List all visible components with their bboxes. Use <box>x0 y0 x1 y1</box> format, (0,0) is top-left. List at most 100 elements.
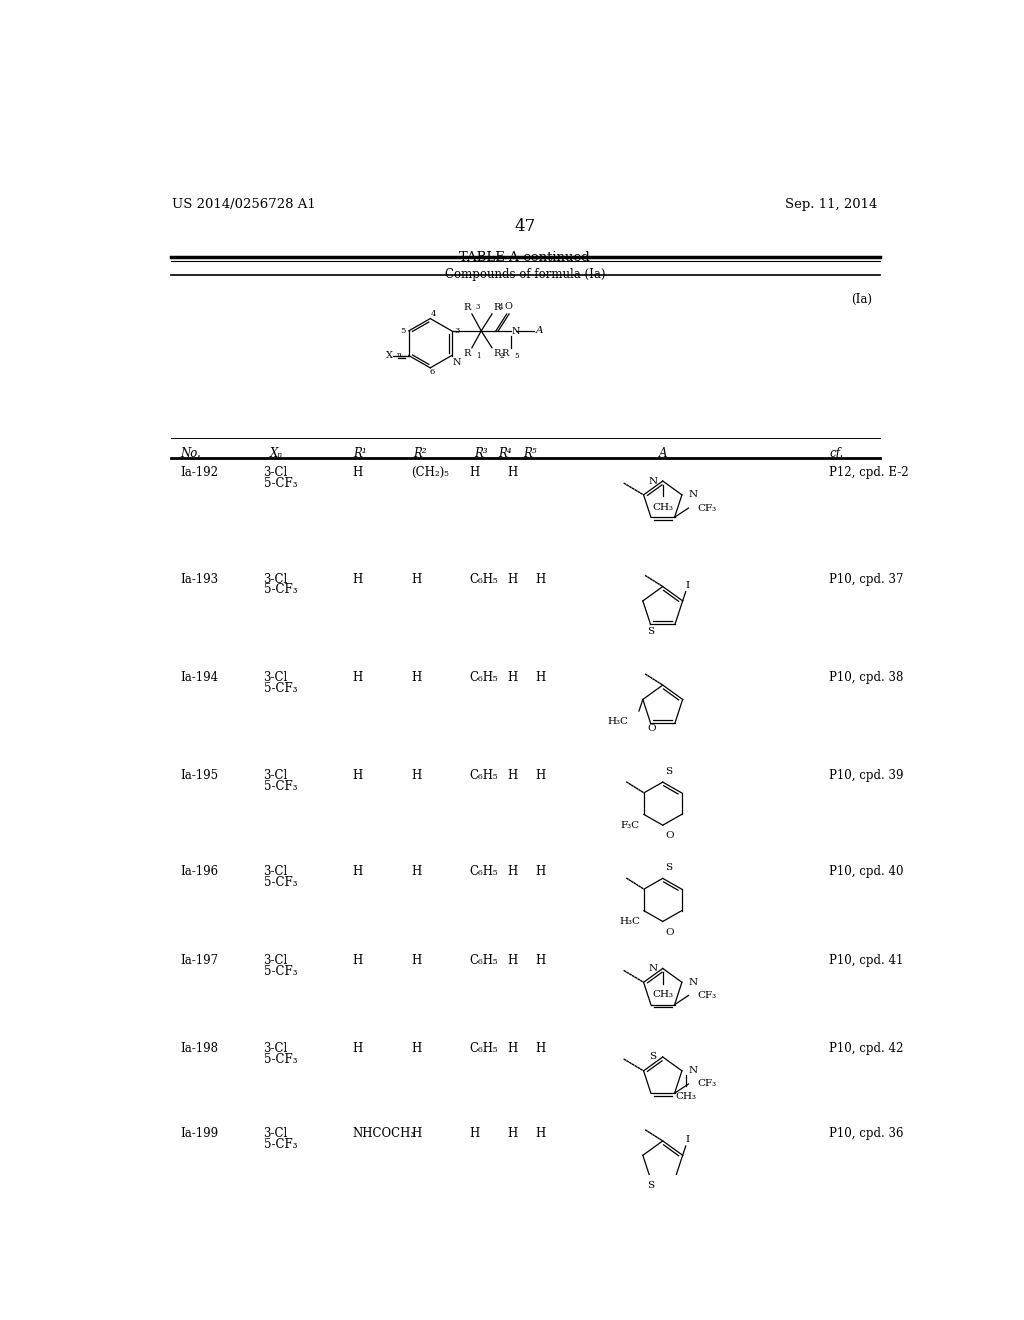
Text: R: R <box>463 304 470 313</box>
Text: P10, cpd. 39: P10, cpd. 39 <box>829 770 904 781</box>
Text: CF₃: CF₃ <box>697 1080 717 1089</box>
Text: CH₃: CH₃ <box>652 990 673 999</box>
Text: 3: 3 <box>455 327 460 335</box>
Text: P10, cpd. 41: P10, cpd. 41 <box>829 954 904 966</box>
Text: 3-Cl: 3-Cl <box>263 770 288 781</box>
Text: Xₙ: Xₙ <box>270 447 283 461</box>
Text: 5-CF₃: 5-CF₃ <box>263 583 297 597</box>
Text: H: H <box>508 866 518 878</box>
Text: CF₃: CF₃ <box>697 991 717 1001</box>
Text: 3-Cl: 3-Cl <box>263 1043 288 1056</box>
Text: 4: 4 <box>499 302 504 312</box>
Text: 3-Cl: 3-Cl <box>263 1127 288 1140</box>
Text: O: O <box>505 302 512 312</box>
Text: H: H <box>411 1127 421 1140</box>
Text: n: n <box>397 351 401 359</box>
Text: P10, cpd. 36: P10, cpd. 36 <box>829 1127 904 1140</box>
Text: H: H <box>535 671 545 684</box>
Text: X: X <box>386 351 393 360</box>
Text: 3: 3 <box>476 302 480 312</box>
Text: H: H <box>352 573 362 586</box>
Text: R⁴: R⁴ <box>499 447 512 461</box>
Text: H: H <box>508 671 518 684</box>
Text: N: N <box>453 358 461 367</box>
Text: N: N <box>688 978 697 987</box>
Text: 5: 5 <box>400 327 407 335</box>
Text: CH₃: CH₃ <box>675 1093 696 1101</box>
Text: 5-CF₃: 5-CF₃ <box>263 876 297 890</box>
Text: 5: 5 <box>514 351 519 359</box>
Text: H: H <box>508 1127 518 1140</box>
Text: O: O <box>665 832 674 841</box>
Text: H: H <box>352 466 362 479</box>
Text: C₆H₅: C₆H₅ <box>469 573 498 586</box>
Text: R⁵: R⁵ <box>523 447 537 461</box>
Text: 1: 1 <box>476 351 480 359</box>
Text: R: R <box>494 304 501 313</box>
Text: N: N <box>648 964 657 973</box>
Text: 2: 2 <box>499 351 504 359</box>
Text: Sep. 11, 2014: Sep. 11, 2014 <box>785 198 878 211</box>
Text: S: S <box>665 767 672 776</box>
Text: 5-CF₃: 5-CF₃ <box>263 478 297 490</box>
Text: US 2014/0256728 A1: US 2014/0256728 A1 <box>172 198 316 211</box>
Text: H: H <box>535 770 545 781</box>
Text: (CH₂)₅: (CH₂)₅ <box>411 466 449 479</box>
Text: 5-CF₃: 5-CF₃ <box>263 682 297 696</box>
Text: H: H <box>411 770 421 781</box>
Text: H: H <box>411 1043 421 1056</box>
Text: P10, cpd. 42: P10, cpd. 42 <box>829 1043 904 1056</box>
Text: P10, cpd. 37: P10, cpd. 37 <box>829 573 904 586</box>
Text: NHCOCH₃: NHCOCH₃ <box>352 1127 416 1140</box>
Text: A: A <box>658 447 667 461</box>
Text: P10, cpd. 40: P10, cpd. 40 <box>829 866 904 878</box>
Text: O: O <box>665 928 674 937</box>
Text: P12, cpd. E-2: P12, cpd. E-2 <box>829 466 909 479</box>
Text: O: O <box>648 725 656 734</box>
Text: C₆H₅: C₆H₅ <box>469 671 498 684</box>
Text: N: N <box>688 1067 697 1076</box>
Text: H: H <box>352 1043 362 1056</box>
Text: 5-CF₃: 5-CF₃ <box>263 1053 297 1067</box>
Text: 5-CF₃: 5-CF₃ <box>263 780 297 793</box>
Text: H₃C: H₃C <box>607 717 628 726</box>
Text: Ia-197: Ia-197 <box>180 954 219 966</box>
Text: TABLE A-continued: TABLE A-continued <box>460 251 590 264</box>
Text: H: H <box>508 573 518 586</box>
Text: H: H <box>508 1043 518 1056</box>
Text: Ia-192: Ia-192 <box>180 466 219 479</box>
Text: C₆H₅: C₆H₅ <box>469 770 498 781</box>
Text: S: S <box>647 627 654 635</box>
Text: H: H <box>411 866 421 878</box>
Text: 3-Cl: 3-Cl <box>263 573 288 586</box>
Text: H: H <box>352 671 362 684</box>
Text: CH₃: CH₃ <box>652 503 673 512</box>
Text: S: S <box>649 1052 656 1061</box>
Text: Ia-194: Ia-194 <box>180 671 219 684</box>
Text: A: A <box>537 326 544 335</box>
Text: H: H <box>469 1127 479 1140</box>
Text: P10, cpd. 38: P10, cpd. 38 <box>829 671 904 684</box>
Text: S: S <box>647 1181 654 1189</box>
Text: N: N <box>688 490 697 499</box>
Text: F₃C: F₃C <box>621 821 640 829</box>
Text: R¹: R¹ <box>352 447 367 461</box>
Text: C₆H₅: C₆H₅ <box>469 866 498 878</box>
Text: I: I <box>685 581 689 590</box>
Text: I: I <box>685 1135 689 1144</box>
Text: Ia-196: Ia-196 <box>180 866 219 878</box>
Text: 3-Cl: 3-Cl <box>263 466 288 479</box>
Text: N: N <box>511 327 520 337</box>
Text: C₆H₅: C₆H₅ <box>469 1043 498 1056</box>
Text: 3-Cl: 3-Cl <box>263 866 288 878</box>
Text: H: H <box>411 954 421 966</box>
Text: H: H <box>535 954 545 966</box>
Text: 3-Cl: 3-Cl <box>263 671 288 684</box>
Text: R: R <box>494 350 501 358</box>
Text: H₃C: H₃C <box>618 917 640 925</box>
Text: H: H <box>352 866 362 878</box>
Text: 5-CF₃: 5-CF₃ <box>263 1138 297 1151</box>
Text: H: H <box>469 466 479 479</box>
Text: H: H <box>508 770 518 781</box>
Text: R: R <box>463 350 470 358</box>
